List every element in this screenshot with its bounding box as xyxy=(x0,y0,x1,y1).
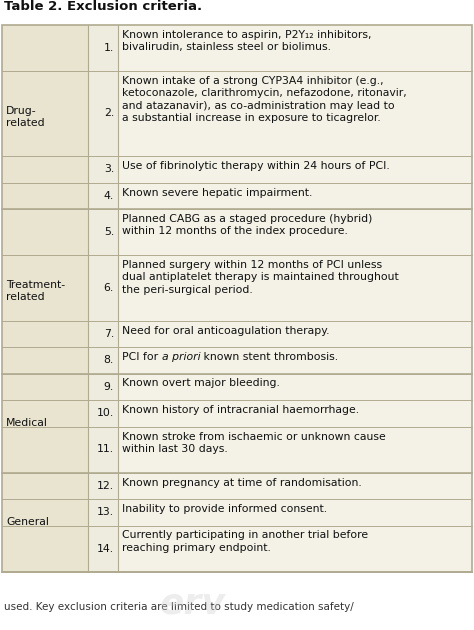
Text: Medical: Medical xyxy=(6,418,48,428)
Bar xyxy=(118,183,472,209)
Text: General: General xyxy=(6,517,49,527)
Bar xyxy=(2,209,88,255)
Text: 5.: 5. xyxy=(104,227,114,237)
Bar xyxy=(118,71,472,156)
Text: 10.: 10. xyxy=(97,408,114,418)
Bar xyxy=(2,71,88,156)
Text: 1.: 1. xyxy=(104,43,114,53)
Text: 9.: 9. xyxy=(104,382,114,392)
Bar xyxy=(118,321,472,347)
Text: Known intake of a strong CYP3A4 inhibitor (e.g.,
ketoconazole, clarithromycin, n: Known intake of a strong CYP3A4 inhibito… xyxy=(122,76,407,123)
Bar xyxy=(88,472,118,499)
Bar xyxy=(2,156,88,183)
Text: Known stroke from ischaemic or unknown cause
within last 30 days.: Known stroke from ischaemic or unknown c… xyxy=(122,432,386,454)
Bar xyxy=(88,347,118,374)
Bar xyxy=(118,499,472,525)
Text: 6.: 6. xyxy=(104,283,114,293)
Text: erv: erv xyxy=(160,587,226,621)
Bar xyxy=(88,321,118,347)
Bar xyxy=(118,209,472,255)
Bar xyxy=(118,374,472,400)
Bar xyxy=(118,255,472,321)
Text: Need for oral anticoagulation therapy.: Need for oral anticoagulation therapy. xyxy=(122,326,329,336)
Bar xyxy=(2,321,88,347)
Text: Use of fibrinolytic therapy within 24 hours of PCI.: Use of fibrinolytic therapy within 24 ho… xyxy=(122,161,390,171)
Bar xyxy=(2,400,88,427)
Text: 7.: 7. xyxy=(104,329,114,339)
Text: 3.: 3. xyxy=(104,164,114,175)
Text: used. Key exclusion criteria are limited to study medication safety/: used. Key exclusion criteria are limited… xyxy=(4,602,354,612)
Bar xyxy=(2,374,88,400)
Bar xyxy=(118,25,472,71)
Text: Planned surgery within 12 months of PCI unless
dual antiplatelet therapy is main: Planned surgery within 12 months of PCI … xyxy=(122,260,399,295)
Bar xyxy=(88,183,118,209)
Bar xyxy=(2,347,88,374)
Bar xyxy=(2,25,472,571)
Bar xyxy=(88,156,118,183)
Bar xyxy=(2,427,88,472)
Bar xyxy=(88,525,118,571)
Bar xyxy=(88,25,118,71)
Bar xyxy=(88,499,118,525)
Text: Table 2. Exclusion criteria.: Table 2. Exclusion criteria. xyxy=(4,0,202,13)
Bar xyxy=(2,499,88,525)
Text: 11.: 11. xyxy=(97,445,114,454)
Bar xyxy=(2,183,88,209)
Bar xyxy=(88,255,118,321)
Bar xyxy=(118,472,472,499)
Text: Known intolerance to aspirin, P2Y₁₂ inhibitors,
bivalirudin, stainless steel or : Known intolerance to aspirin, P2Y₁₂ inhi… xyxy=(122,30,372,52)
Bar xyxy=(2,255,88,321)
Text: Currently participating in another trial before
reaching primary endpoint.: Currently participating in another trial… xyxy=(122,530,368,553)
Text: 2.: 2. xyxy=(104,108,114,118)
Bar xyxy=(88,374,118,400)
Bar xyxy=(118,156,472,183)
Text: 13.: 13. xyxy=(97,507,114,517)
Text: Known severe hepatic impairment.: Known severe hepatic impairment. xyxy=(122,188,312,197)
Bar xyxy=(2,525,88,571)
Bar xyxy=(88,209,118,255)
Text: Planned CABG as a staged procedure (hybrid)
within 12 months of the index proced: Planned CABG as a staged procedure (hybr… xyxy=(122,214,373,236)
Text: Known pregnancy at time of randomisation.: Known pregnancy at time of randomisation… xyxy=(122,478,362,488)
Text: Known history of intracranial haemorrhage.: Known history of intracranial haemorrhag… xyxy=(122,405,359,415)
Text: Known overt major bleeding.: Known overt major bleeding. xyxy=(122,379,280,389)
Bar xyxy=(118,347,472,374)
Text: PCI for: PCI for xyxy=(122,352,162,362)
Bar xyxy=(88,71,118,156)
Text: a priori: a priori xyxy=(162,352,200,362)
Bar xyxy=(2,25,88,71)
Text: Inability to provide informed consent.: Inability to provide informed consent. xyxy=(122,504,327,514)
Bar xyxy=(118,400,472,427)
Text: Drug-
related: Drug- related xyxy=(6,106,45,128)
Bar xyxy=(118,525,472,571)
Text: known stent thrombosis.: known stent thrombosis. xyxy=(200,352,338,362)
Bar xyxy=(88,400,118,427)
Text: Treatment-
related: Treatment- related xyxy=(6,280,65,302)
Bar xyxy=(2,472,88,499)
Text: 12.: 12. xyxy=(97,481,114,491)
Text: 14.: 14. xyxy=(97,544,114,554)
Bar xyxy=(118,427,472,472)
Text: 8.: 8. xyxy=(104,355,114,365)
Text: 4.: 4. xyxy=(104,191,114,201)
Bar xyxy=(88,427,118,472)
